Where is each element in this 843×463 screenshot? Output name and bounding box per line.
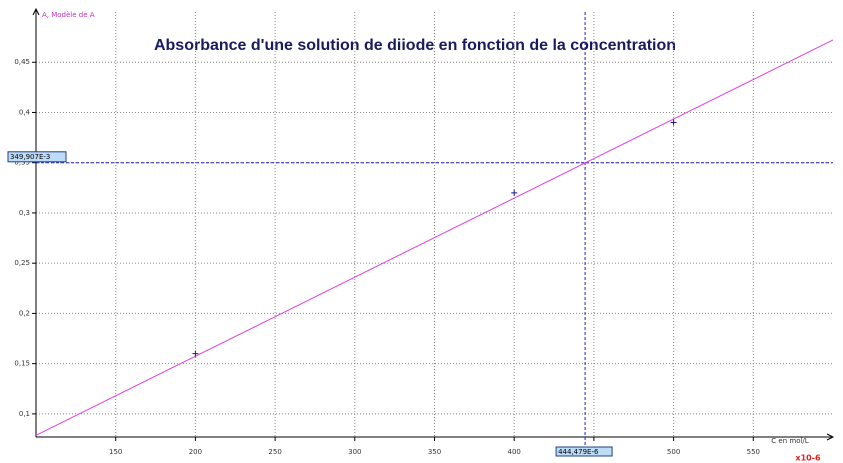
cursor-y-label: 349,907E-3 [10, 153, 50, 161]
y-tick-label: 0,45 [14, 58, 30, 66]
model-line [35, 39, 834, 436]
cursor-y-box [7, 151, 67, 163]
y-tick-label: 0,15 [14, 360, 30, 368]
y-tick-label: 0,25 [14, 259, 30, 267]
x-tick-label: 350 [428, 448, 441, 456]
data-point [511, 189, 518, 196]
x-tick-label: 400 [508, 448, 521, 456]
data-point [670, 119, 677, 126]
y-tick-label: 0,4 [19, 108, 31, 116]
x-tick-label: 300 [348, 448, 361, 456]
y-tick-label: 0,3 [19, 209, 30, 217]
y-tick-label: 0,35 [14, 159, 30, 167]
x-tick-label: 250 [268, 448, 281, 456]
cursor-x-label: 444,479E-6 [558, 448, 599, 456]
x-axis-arrow [826, 433, 835, 441]
x-tick-label: 500 [667, 448, 680, 456]
data-point [192, 350, 199, 357]
x-axis-label: C en mol/L [771, 437, 808, 445]
x-tick-label: 200 [189, 448, 202, 456]
chart-title: Absorbance d'une solution de diiode en f… [154, 37, 676, 54]
y-axis-label: A, Modèle de A [42, 11, 95, 19]
y-axis-arrow [32, 7, 40, 16]
cursor-x-box [555, 446, 613, 457]
y-tick-label: 0,1 [19, 410, 30, 418]
x-tick-label: 550 [747, 448, 760, 456]
x-multiplier: x10-6 [795, 454, 821, 463]
y-tick-label: 0,2 [19, 309, 30, 317]
x-tick-label: 150 [109, 448, 122, 456]
